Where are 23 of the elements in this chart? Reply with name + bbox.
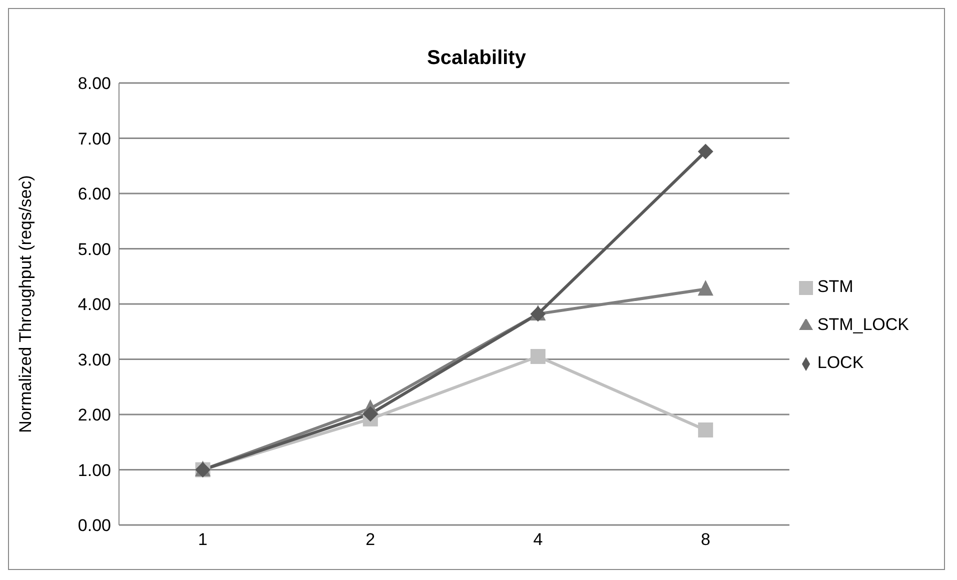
- x-tick-label: 1: [198, 530, 208, 550]
- y-tick-label: 5.00: [78, 240, 111, 259]
- point: [698, 422, 714, 438]
- point: [530, 348, 546, 364]
- y-tick-label: 3.00: [78, 350, 111, 370]
- y-tick-label: 4.00: [78, 295, 111, 314]
- y-tick-label: 8.00: [78, 74, 111, 94]
- y-tick-label: 6.00: [78, 184, 111, 204]
- y-tick-label: 1.00: [78, 460, 111, 480]
- point: [362, 406, 378, 422]
- y-tick-label: 0.00: [78, 516, 111, 536]
- x-tick-label: 4: [533, 530, 543, 550]
- point: [698, 144, 714, 160]
- point: [698, 280, 714, 296]
- legend-label: LOCK: [817, 353, 864, 372]
- y-tick-label: 7.00: [78, 129, 111, 148]
- legend-label: STM_LOCK: [817, 315, 909, 334]
- x-tick-label: 8: [700, 530, 710, 550]
- chart-title: Scalability: [426, 47, 527, 71]
- legend-label: STM: [817, 277, 854, 296]
- y-tick-label: 2.00: [78, 406, 111, 425]
- x-tick-label: 2: [366, 530, 376, 550]
- y-axis-title: Normalized Throughput (reqs/sec): [16, 175, 36, 433]
